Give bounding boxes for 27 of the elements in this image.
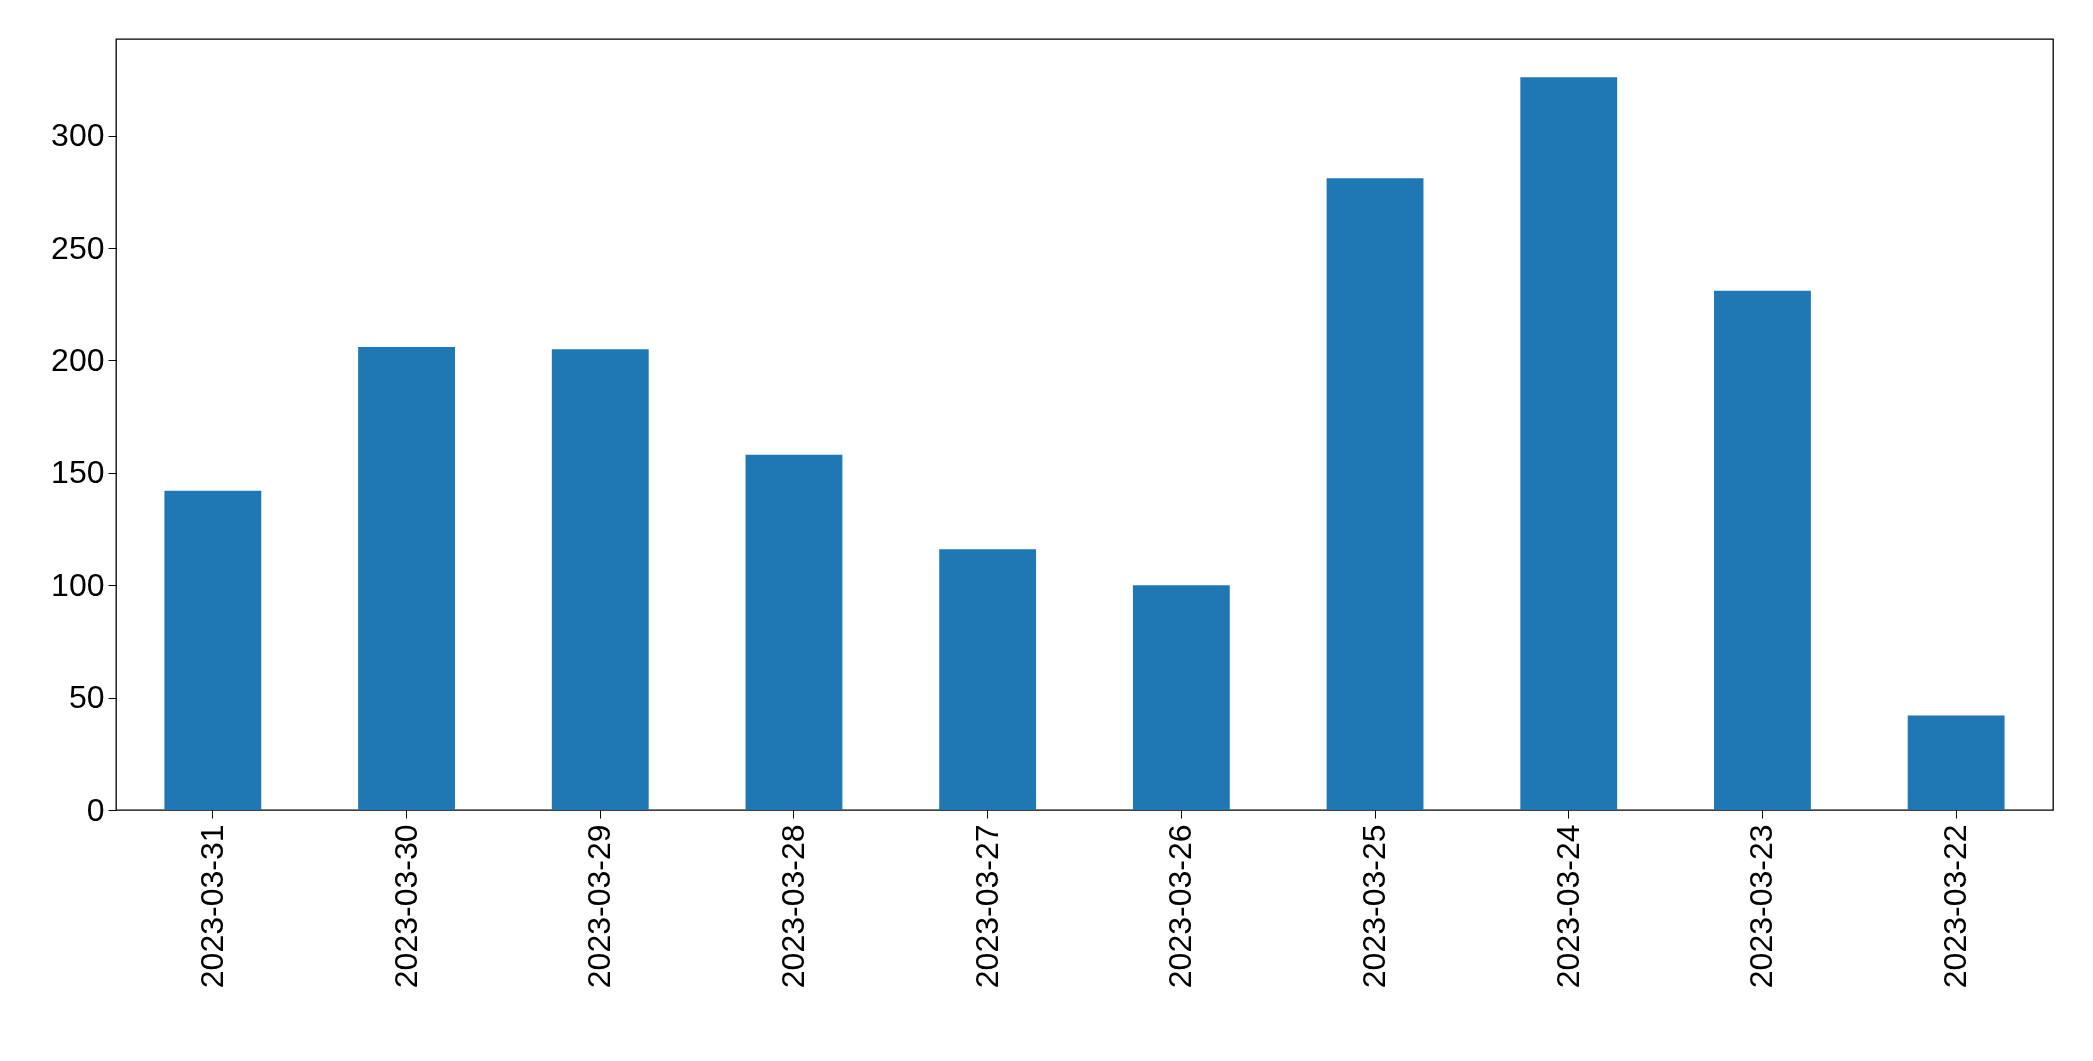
bar bbox=[1907, 715, 2005, 810]
bar bbox=[939, 549, 1037, 810]
bar bbox=[551, 349, 649, 810]
bar bbox=[745, 454, 843, 810]
y-tick-label: 300 bbox=[51, 117, 105, 154]
x-tick-label: 2023-03-23 bbox=[1743, 824, 1780, 989]
x-tick-label: 2023-03-30 bbox=[387, 824, 424, 989]
bar bbox=[1326, 178, 1424, 810]
bar bbox=[1520, 77, 1618, 810]
y-tick-label: 250 bbox=[51, 229, 105, 266]
x-tick-label: 2023-03-24 bbox=[1549, 824, 1586, 989]
bar bbox=[1714, 290, 1811, 810]
x-tick-label: 2023-03-29 bbox=[581, 824, 618, 989]
x-tick-label: 2023-03-26 bbox=[1162, 824, 1199, 989]
y-tick-label: 0 bbox=[86, 791, 105, 828]
bar bbox=[358, 346, 455, 810]
bar bbox=[164, 490, 262, 810]
y-tick-label: 50 bbox=[68, 679, 105, 716]
x-tick-label: 2023-03-31 bbox=[193, 824, 230, 989]
y-tick-label: 200 bbox=[51, 341, 105, 378]
y-tick-label: 150 bbox=[51, 454, 105, 491]
x-tick-label: 2023-03-22 bbox=[1937, 824, 1974, 989]
bar bbox=[1132, 585, 1230, 810]
x-tick-label: 2023-03-27 bbox=[968, 824, 1005, 989]
y-tick-label: 100 bbox=[51, 566, 105, 603]
x-tick-label: 2023-03-28 bbox=[774, 824, 811, 989]
x-tick-label: 2023-03-25 bbox=[1356, 824, 1393, 989]
